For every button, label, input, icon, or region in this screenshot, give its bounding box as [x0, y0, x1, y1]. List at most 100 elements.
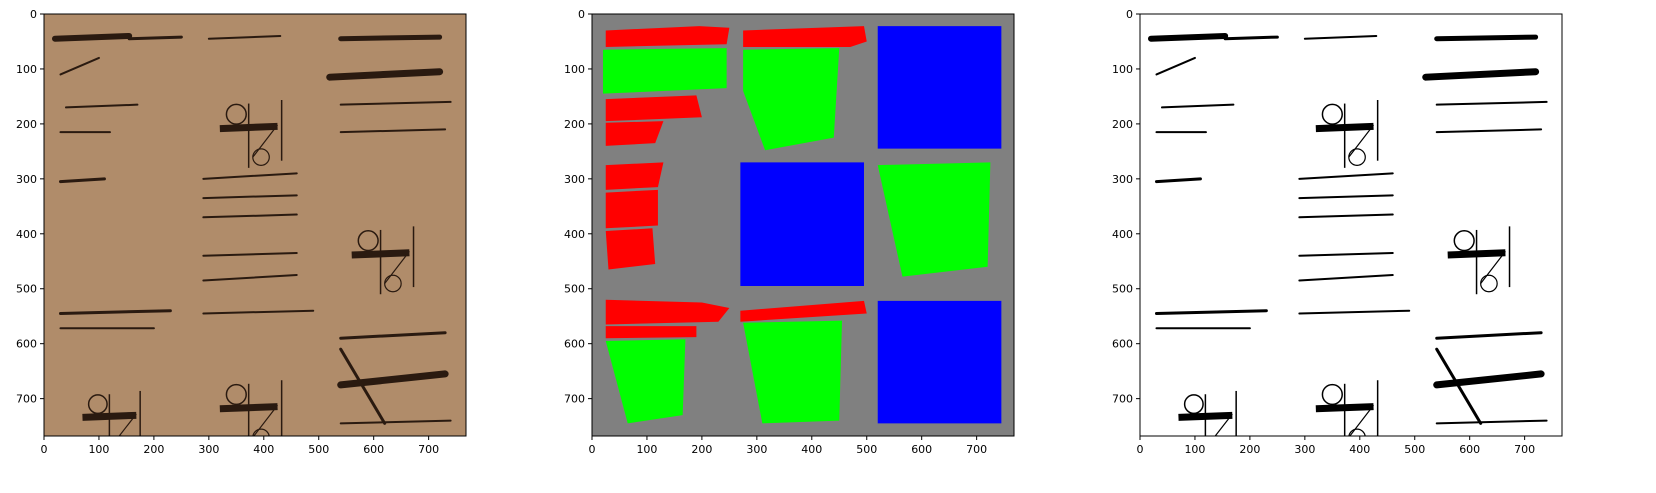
ink-stroke — [202, 252, 298, 257]
y-tick-label: 0 — [578, 8, 585, 21]
ink-stroke — [339, 331, 447, 340]
y-tick-label: 200 — [1112, 118, 1133, 131]
x-tick-label: 300 — [746, 443, 767, 456]
red-region — [605, 189, 658, 229]
ink-stroke — [1298, 172, 1394, 180]
blue-region — [740, 162, 864, 286]
x-tick-label: 100 — [636, 443, 657, 456]
ink-stroke — [1298, 252, 1394, 257]
x-tick-label: 500 — [308, 443, 329, 456]
segmentation-mask-axes: 0 100 200 300 400 500 600 700 0 100 200 300 400 500 60… — [564, 8, 1015, 456]
x-tick-label: 500 — [856, 443, 877, 456]
ink-stroke — [1435, 331, 1543, 340]
y-tick-label: 500 — [1112, 283, 1133, 296]
ink-stroke — [339, 347, 387, 425]
diagram-sketch — [82, 390, 141, 436]
red-region — [605, 95, 702, 122]
x-tick-label: 0 — [41, 443, 48, 456]
y-tick-label: 300 — [16, 173, 37, 186]
x-tick-label: 700 — [418, 443, 439, 456]
ink-stroke — [58, 177, 106, 184]
x-tick-label: 400 — [253, 443, 274, 456]
axes-frame — [43, 13, 467, 437]
manuscript-image-panel: 0 100 200 300 400 500 600 700 0 100 200 300 400 500 60… — [0, 0, 520, 493]
y-tick-label: 0 — [30, 8, 37, 21]
ink-stroke — [1298, 274, 1394, 282]
red-region — [740, 300, 867, 322]
x-tick-label: 200 — [1239, 443, 1260, 456]
x-tick-label: 0 — [1137, 443, 1144, 456]
binarized-image-panel: 0 100 200 300 400 500 600 700 0 100 200 300 400 500 60… — [1096, 0, 1616, 493]
ink-stroke — [1434, 34, 1539, 42]
y-tick-label: 700 — [16, 393, 37, 406]
blue-region — [877, 300, 1002, 424]
x-tick-label: 300 — [198, 443, 219, 456]
y-tick-label: 100 — [16, 63, 37, 76]
ink-stroke — [1435, 100, 1548, 106]
ink-stroke — [202, 309, 315, 315]
x-tick-label: 100 — [1184, 443, 1205, 456]
x-tick-label: 700 — [966, 443, 987, 456]
ink-stroke — [1435, 347, 1483, 425]
green-region — [743, 48, 840, 151]
ink-stroke — [207, 34, 282, 40]
x-tick-label: 600 — [911, 443, 932, 456]
x-tick-label: 400 — [1349, 443, 1370, 456]
image-background — [44, 14, 466, 436]
ink-stroke — [339, 419, 452, 425]
ink-stroke — [202, 274, 298, 282]
red-region — [605, 26, 730, 47]
ink-stroke — [326, 68, 444, 81]
y-tick-label: 100 — [1112, 63, 1133, 76]
red-region — [605, 162, 664, 190]
diagram-sketch — [219, 380, 283, 436]
ink-stroke — [337, 370, 449, 389]
ink-stroke — [1298, 309, 1411, 315]
ink-stroke — [127, 35, 183, 41]
y-tick-label: 300 — [564, 173, 585, 186]
ink-stroke — [1147, 32, 1229, 42]
green-region — [605, 339, 686, 424]
image-area — [44, 14, 466, 436]
y-tick-label: 600 — [564, 338, 585, 351]
ink-stroke — [1154, 177, 1202, 184]
green-region — [743, 320, 843, 424]
axes-frame — [591, 13, 1015, 437]
x-tick-label: 400 — [801, 443, 822, 456]
red-region — [605, 121, 664, 146]
y-tick-label: 600 — [1112, 338, 1133, 351]
y-tick-label: 100 — [564, 63, 585, 76]
axes-frame — [1139, 13, 1563, 437]
y-tick-label: 200 — [16, 118, 37, 131]
ink-stroke — [202, 194, 298, 200]
ink-stroke — [202, 213, 298, 219]
y-tick-label: 0 — [1126, 8, 1133, 21]
red-region — [605, 228, 656, 270]
x-tick-label: 700 — [1514, 443, 1535, 456]
x-tick-label: 200 — [143, 443, 164, 456]
diagram-sketch — [1315, 99, 1379, 168]
image-area — [1140, 14, 1562, 436]
diagram-sketch — [1447, 226, 1511, 295]
x-tick-label: 0 — [589, 443, 596, 456]
diagram-sketch — [219, 99, 283, 168]
x-tick-label: 100 — [88, 443, 109, 456]
y-tick-label: 600 — [16, 338, 37, 351]
ink-stroke — [58, 309, 172, 315]
image-background — [1140, 14, 1562, 436]
red-region — [743, 26, 867, 47]
image-area — [592, 14, 1014, 436]
ink-stroke — [1435, 419, 1548, 425]
binarized-image-axes: 0 100 200 300 400 500 600 700 0 100 200 300 400 500 60… — [1112, 8, 1563, 456]
x-tick-label: 500 — [1404, 443, 1425, 456]
ink-stroke — [1155, 56, 1196, 76]
ink-stroke — [338, 34, 443, 42]
ink-stroke — [51, 32, 133, 42]
y-tick-label: 700 — [1112, 393, 1133, 406]
ink-stroke — [64, 103, 139, 109]
diagram-sketch — [351, 226, 415, 295]
y-tick-label: 300 — [1112, 173, 1133, 186]
x-tick-label: 600 — [363, 443, 384, 456]
segmentation-mask-panel: 0 100 200 300 400 500 600 700 0 100 200 300 400 500 60… — [548, 0, 1068, 493]
ink-stroke — [59, 56, 100, 76]
